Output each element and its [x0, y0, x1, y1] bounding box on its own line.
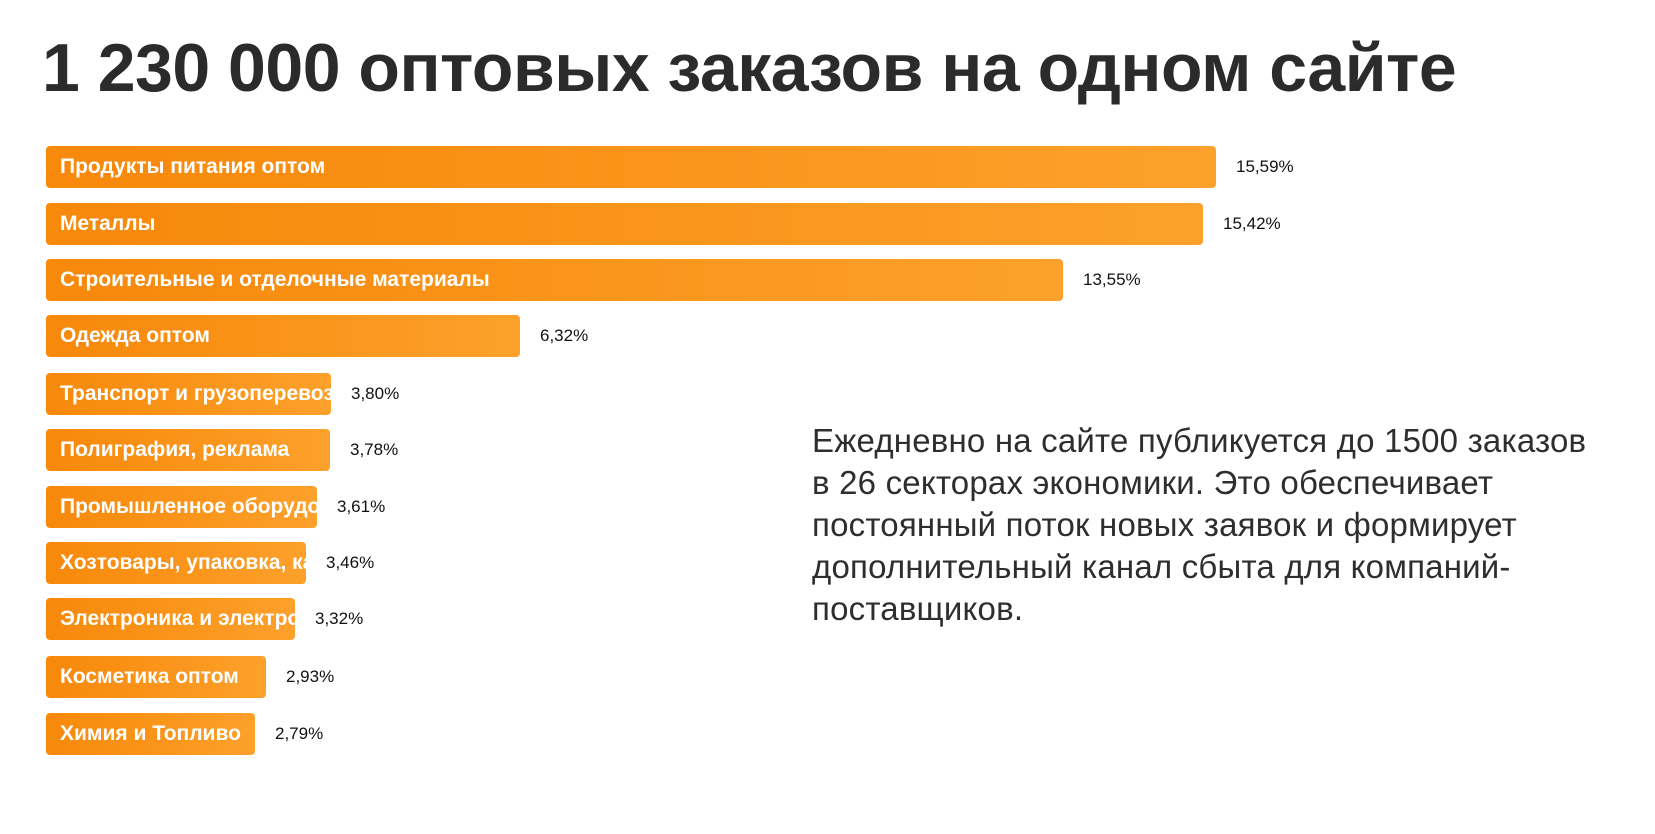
bar-category-label: Косметика оптом [60, 665, 239, 688]
bar [46, 146, 1216, 188]
bar-category-label: Продукты питания оптом [60, 155, 326, 178]
bar [46, 315, 520, 357]
bar-category-label: Хозтовары, упаковка, канцелярия [60, 551, 416, 574]
bar-category-label: Полиграфия, реклама [60, 438, 290, 461]
bar-value-label: 2,93% [286, 667, 335, 686]
bar [46, 656, 266, 698]
bar [46, 713, 255, 755]
bar [46, 259, 1063, 301]
bar [46, 373, 331, 415]
bar-value-label: 6,32% [540, 326, 589, 345]
bar-value-label: 3,46% [326, 553, 375, 572]
page-title: 1 230 000 оптовых заказов на одном сайте [42, 30, 1457, 106]
bar-value-label: 15,42% [1223, 214, 1281, 233]
bar-category-label: Электроника и электротехника [60, 607, 381, 630]
bar-value-label: 3,80% [351, 384, 400, 403]
bar-category-label: Транспорт и грузоперевозки [60, 382, 358, 405]
description-text: Ежедневно на сайте публикуется до 1500 з… [812, 422, 1587, 627]
bar-category-label: Металлы [60, 212, 156, 235]
bar-value-label: 15,59% [1236, 157, 1294, 176]
bar-value-label: 3,61% [337, 497, 386, 516]
bar-category-label: Одежда оптом [60, 324, 210, 347]
bar [46, 542, 306, 584]
bar-value-label: 13,55% [1083, 270, 1141, 289]
bar-category-label: Химия и Топливо [60, 722, 241, 745]
bar [46, 203, 1203, 245]
bar-category-label: Строительные и отделочные материалы [60, 268, 490, 291]
bar-value-label: 3,32% [315, 609, 364, 628]
bar [46, 486, 317, 528]
bar [46, 429, 330, 471]
bar-category-label: Промышленное оборудование и инструменты [60, 495, 547, 518]
bar-value-label: 2,79% [275, 724, 324, 743]
bar-value-label: 3,78% [350, 440, 399, 459]
bar [46, 598, 295, 640]
